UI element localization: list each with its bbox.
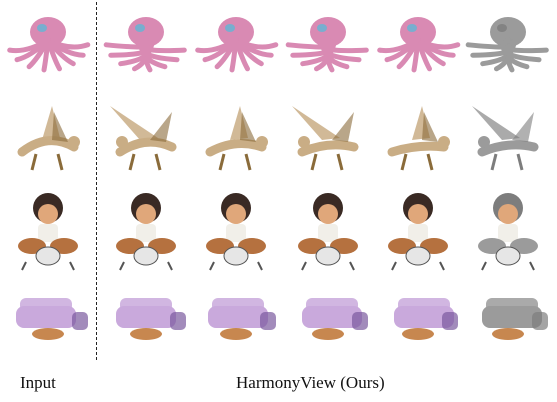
octopus-view-4-image <box>372 2 464 92</box>
input-divider <box>96 2 97 360</box>
dragon-view-3-image <box>282 92 374 182</box>
octopus-view-3-image <box>282 2 374 92</box>
drummer-boy-view-1-image <box>100 182 192 272</box>
input-caption: Input <box>20 373 56 392</box>
sofa-set-view-3-image <box>282 272 374 362</box>
drummer-boy-view-3-image <box>282 182 374 272</box>
sofa-set-view-2-image <box>190 272 282 362</box>
image-grid <box>2 2 554 362</box>
sofa-set-mesh-image <box>462 272 554 362</box>
drummer-boy-mesh-image <box>462 182 554 272</box>
dragon-view-4-image <box>372 92 464 182</box>
dragon-view-2-image <box>190 92 282 182</box>
method-caption: HarmonyView (Ours) <box>236 373 385 392</box>
dragon-view-1-image <box>100 92 192 182</box>
octopus-input-image <box>2 2 94 92</box>
octopus-view-1-image <box>100 2 192 92</box>
octopus-view-2-image <box>190 2 282 92</box>
dragon-input-image <box>2 92 94 182</box>
octopus-mesh-image <box>462 2 554 92</box>
dragon-mesh-image <box>462 92 554 182</box>
drummer-boy-input-image <box>2 182 94 272</box>
sofa-set-view-4-image <box>372 272 464 362</box>
drummer-boy-view-2-image <box>190 182 282 272</box>
sofa-set-input-image <box>2 272 94 362</box>
drummer-boy-view-4-image <box>372 182 464 272</box>
sofa-set-view-1-image <box>100 272 192 362</box>
